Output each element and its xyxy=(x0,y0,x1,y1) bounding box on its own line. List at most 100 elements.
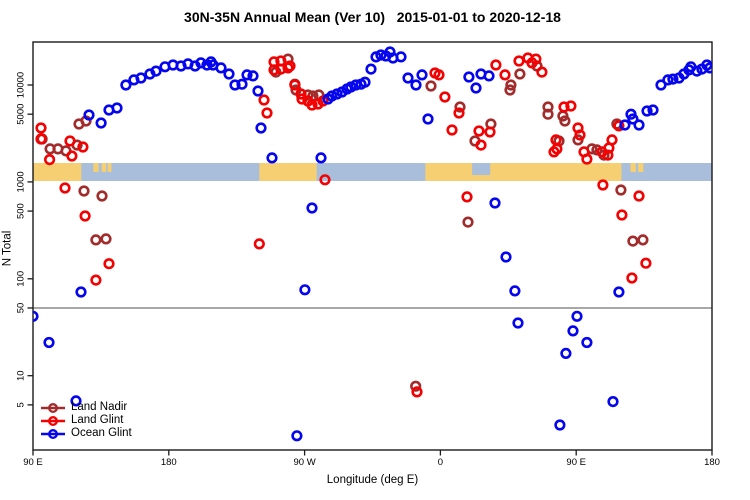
data-point xyxy=(258,94,270,106)
y-tick-label: 100 xyxy=(16,271,27,287)
legend-item-land-glint: Land Glint xyxy=(40,414,132,427)
data-point xyxy=(530,53,542,65)
data-point xyxy=(626,272,638,284)
data-point xyxy=(655,79,667,91)
data-point xyxy=(195,57,207,69)
land-nadir-marker-icon xyxy=(41,402,65,413)
data-point xyxy=(512,317,524,329)
x-axis-title: Longitude (deg E) xyxy=(326,474,419,486)
data-point xyxy=(282,62,294,74)
data-point xyxy=(461,191,473,203)
data-point xyxy=(295,88,307,100)
data-point xyxy=(78,185,90,197)
data-point xyxy=(641,105,653,117)
data-point xyxy=(422,113,434,125)
y-tick-label: 1000 xyxy=(16,171,27,192)
data-point xyxy=(475,139,487,151)
y-tick-label: 10000 xyxy=(16,72,27,98)
legend-item-ocean-glint: Ocean Glint xyxy=(40,427,132,440)
data-point xyxy=(627,113,639,125)
data-point xyxy=(627,235,639,247)
data-point xyxy=(581,153,593,165)
data-point xyxy=(96,190,108,202)
ocean-glint-marker-icon xyxy=(41,428,65,439)
data-point xyxy=(100,233,112,245)
data-point xyxy=(607,396,619,408)
data-point xyxy=(453,107,465,119)
data-point xyxy=(284,60,296,72)
data-point xyxy=(64,135,76,147)
x-tick-label: 90 E xyxy=(566,457,586,468)
data-point xyxy=(558,101,570,113)
data-point xyxy=(236,78,248,90)
y-tick-label: 50 xyxy=(16,303,27,314)
data-point xyxy=(490,59,502,71)
data-point xyxy=(289,79,301,91)
data-point xyxy=(514,68,526,80)
data-point xyxy=(33,310,39,322)
data-point xyxy=(613,286,625,298)
data-point xyxy=(306,99,318,111)
y-tick-label: 10 xyxy=(16,370,27,381)
data-point xyxy=(410,380,422,392)
data-point xyxy=(90,234,102,246)
data-point xyxy=(667,73,679,85)
legend-label-ocean-glint: Ocean Glint xyxy=(71,427,132,439)
plot-frame xyxy=(32,41,713,451)
data-point xyxy=(111,102,123,114)
y-tick-label: 5 xyxy=(16,402,27,407)
data-point xyxy=(615,184,627,196)
med-coast-segment xyxy=(472,175,491,181)
data-point xyxy=(637,234,649,246)
data-point xyxy=(410,79,422,91)
data-point xyxy=(462,216,474,228)
data-point xyxy=(66,150,78,162)
data-point xyxy=(616,209,628,221)
data-point xyxy=(411,386,423,398)
data-point xyxy=(315,152,327,164)
data-point xyxy=(79,210,91,222)
land-segment xyxy=(259,163,317,181)
data-point xyxy=(135,72,147,84)
data-point xyxy=(90,274,102,286)
data-point xyxy=(567,325,579,337)
y-tick-label: 500 xyxy=(16,203,27,219)
data-point xyxy=(416,69,428,81)
data-point xyxy=(229,79,241,91)
data-point xyxy=(662,74,674,86)
data-point xyxy=(542,101,554,113)
data-point xyxy=(395,51,407,63)
data-point xyxy=(43,336,55,349)
data-point xyxy=(59,182,71,194)
data-point xyxy=(542,108,554,120)
data-point xyxy=(640,257,652,269)
island-segment xyxy=(93,163,99,172)
data-point xyxy=(484,126,496,138)
data-point xyxy=(275,63,287,75)
data-point xyxy=(319,174,331,186)
land-segment xyxy=(33,163,82,181)
data-point xyxy=(633,119,645,131)
data-point xyxy=(299,284,311,296)
data-point xyxy=(402,72,414,84)
data-point xyxy=(120,79,132,91)
legend-label-land-glint: Land Glint xyxy=(71,414,124,426)
data-point xyxy=(565,100,577,112)
land-segment xyxy=(425,163,473,181)
data-point xyxy=(266,152,278,164)
data-point xyxy=(365,63,377,75)
data-point xyxy=(70,395,82,407)
data-point xyxy=(499,69,511,81)
data-point xyxy=(489,197,501,209)
data-point xyxy=(454,101,466,113)
data-point xyxy=(633,190,645,202)
data-point xyxy=(223,68,235,80)
data-point xyxy=(103,258,115,270)
series-land-glint xyxy=(35,52,652,398)
data-point xyxy=(77,141,89,153)
data-point xyxy=(500,251,512,263)
data-point xyxy=(296,93,308,105)
data-point xyxy=(581,336,593,349)
data-point xyxy=(253,238,265,250)
